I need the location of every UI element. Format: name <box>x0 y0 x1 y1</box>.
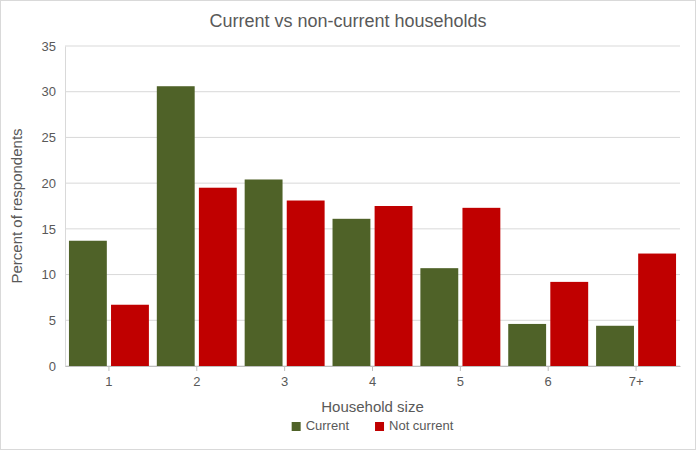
x-tick: 3 <box>281 366 288 389</box>
bar <box>550 282 588 366</box>
bar <box>508 324 546 366</box>
bars <box>69 86 676 366</box>
x-tick-mark <box>108 366 109 371</box>
x-tick: 7+ <box>629 366 644 389</box>
y-tick: 30 <box>42 84 65 99</box>
y-axis-line <box>65 47 66 367</box>
bar <box>638 254 676 366</box>
grid <box>65 46 680 366</box>
y-tick: 10 <box>42 267 65 282</box>
x-tick-mark <box>196 366 197 371</box>
bar <box>333 219 371 366</box>
series <box>69 86 634 366</box>
x-tick: 2 <box>193 366 200 389</box>
y-tick: 5 <box>49 313 65 328</box>
y-tick-label: 25 <box>42 130 56 145</box>
y-axis: 0 5 10 15 20 25 30 35 <box>42 39 66 374</box>
x-tick: 5 <box>457 366 464 389</box>
y-tick-label: 20 <box>42 176 56 191</box>
x-tick: 1 <box>105 366 112 389</box>
bar <box>596 326 634 366</box>
x-tick-label: 3 <box>281 374 288 389</box>
x-tick-label: 1 <box>105 374 112 389</box>
y-tick-label: 30 <box>42 84 56 99</box>
y-tick: 15 <box>42 222 65 237</box>
x-tick-mark <box>372 366 373 371</box>
y-tick-label: 10 <box>42 267 56 282</box>
x-tick-label: 5 <box>457 374 464 389</box>
x-tick: 6 <box>545 366 552 389</box>
grid-line <box>65 46 680 47</box>
legend-label: Current <box>306 418 350 433</box>
bar <box>420 268 458 366</box>
x-tick-label: 6 <box>545 374 552 389</box>
y-tick-label: 0 <box>49 359 56 374</box>
y-tick-label: 35 <box>42 39 56 54</box>
x-tick-mark <box>460 366 461 371</box>
legend-swatch <box>375 422 384 431</box>
x-axis-title: Household size <box>321 398 424 415</box>
y-tick: 0 <box>49 359 65 374</box>
bar <box>375 206 413 366</box>
bar <box>157 86 195 366</box>
x-tick-mark <box>636 366 637 371</box>
x-tick-mark <box>284 366 285 371</box>
y-tick-label: 5 <box>49 313 56 328</box>
x-tick-mark <box>548 366 549 371</box>
x-tick: 4 <box>369 366 376 389</box>
legend-item: Not current <box>375 418 454 433</box>
bar <box>111 305 149 366</box>
y-tick: 25 <box>42 130 65 145</box>
x-tick-label: 4 <box>369 374 376 389</box>
bar <box>245 179 283 366</box>
bar <box>69 241 107 366</box>
title: Current vs non-current households <box>209 11 486 31</box>
y-tick: 20 <box>42 176 65 191</box>
x-axis: 1 2 3 4 5 6 7+ <box>66 366 681 389</box>
legend: Current Not current <box>292 418 454 433</box>
bar <box>287 201 325 366</box>
series <box>111 188 676 366</box>
background <box>1 1 696 450</box>
bar <box>462 208 500 366</box>
y-tick-label: 15 <box>42 222 56 237</box>
x-tick-label: 7+ <box>629 374 644 389</box>
legend-item: Current <box>292 418 350 433</box>
y-axis-title: Percent of respondents <box>8 128 25 283</box>
x-tick-label: 2 <box>193 374 200 389</box>
chart: 0 5 10 15 20 25 30 35 1 2 3 4 5 6 7+ Current vs non-cur… <box>0 0 696 450</box>
legend-swatch <box>292 422 301 431</box>
bar <box>199 188 237 366</box>
legend-label: Not current <box>389 418 454 433</box>
y-tick: 35 <box>42 39 65 54</box>
plot: 0 5 10 15 20 25 30 35 1 2 3 4 5 6 7+ <box>42 39 681 390</box>
